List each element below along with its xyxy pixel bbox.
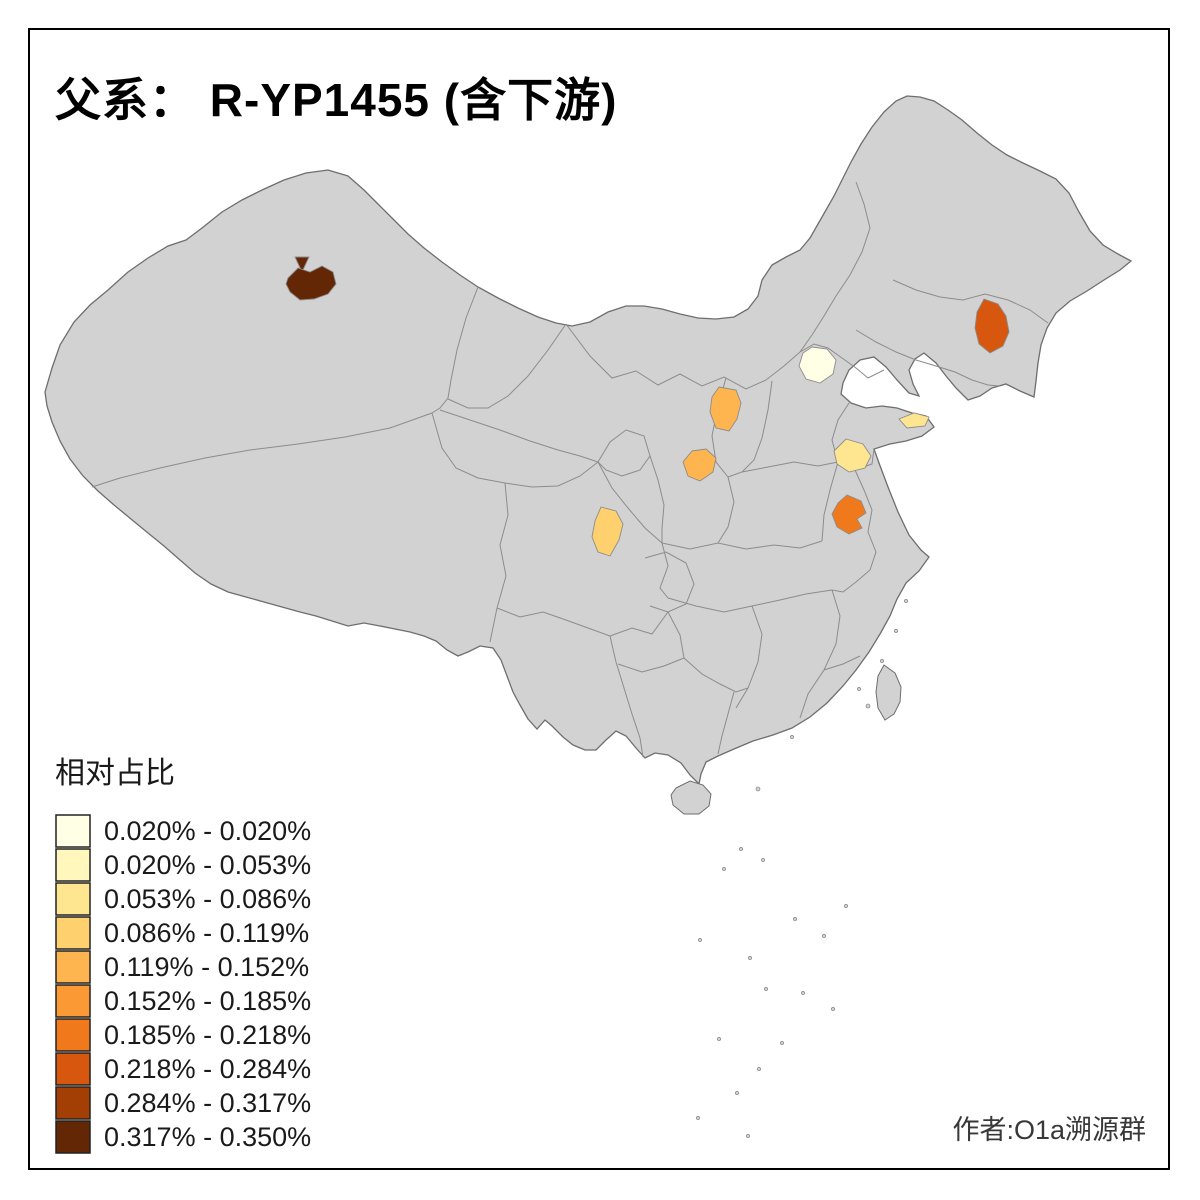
province-borders bbox=[91, 181, 1049, 758]
legend-swatch-color bbox=[55, 1086, 91, 1120]
legend-swatch-color bbox=[55, 848, 91, 882]
legend-swatch bbox=[55, 950, 91, 984]
china-mainland bbox=[44, 95, 1133, 786]
legend-swatch-color bbox=[55, 814, 91, 848]
legend-swatch bbox=[55, 814, 91, 848]
legend-row: 0.086% - 0.119% bbox=[55, 916, 311, 950]
legend-title: 相对占比 bbox=[55, 757, 175, 790]
legend-row: 0.218% - 0.284% bbox=[55, 1052, 311, 1086]
legend-label: 0.284% - 0.317% bbox=[104, 1087, 312, 1118]
region-shanxi-highlight bbox=[709, 386, 742, 432]
hainan-island bbox=[670, 780, 712, 815]
legend-swatch-color bbox=[55, 984, 91, 1018]
legend-label: 0.119% - 0.152% bbox=[104, 951, 310, 982]
region-xinjiang-highlight bbox=[285, 265, 337, 301]
legend-label: 0.053% - 0.086% bbox=[104, 883, 312, 914]
legend-row: 0.020% - 0.020% bbox=[55, 814, 311, 848]
legend-swatch bbox=[55, 848, 91, 882]
region-anhui-highlight bbox=[831, 494, 867, 535]
legend-swatch-color bbox=[55, 950, 91, 984]
legend-label: 0.317% - 0.350% bbox=[104, 1121, 312, 1152]
region-sichuan-highlight bbox=[591, 506, 624, 557]
legend-row: 0.020% - 0.053% bbox=[55, 848, 311, 882]
region-shandong-peninsula-highlight bbox=[898, 412, 930, 429]
legend-row: 0.284% - 0.317% bbox=[55, 1086, 311, 1120]
legend-swatch-color bbox=[55, 1052, 91, 1086]
legend-row: 0.152% - 0.185% bbox=[55, 984, 311, 1018]
region-jilin-highlight bbox=[974, 298, 1010, 354]
legend-row: 0.053% - 0.086% bbox=[55, 882, 311, 916]
taiwan-island bbox=[875, 664, 902, 721]
region-shaanxi-highlight bbox=[682, 448, 717, 482]
legend-swatch bbox=[55, 1018, 91, 1052]
legend-swatch bbox=[55, 1120, 91, 1154]
region-xinjiang-highlight-north bbox=[294, 256, 310, 274]
legend-swatch-color bbox=[55, 916, 91, 950]
legend-row: 0.119% - 0.152% bbox=[55, 950, 311, 984]
legend-label: 0.020% - 0.020% bbox=[104, 815, 312, 846]
legend-swatch bbox=[55, 916, 91, 950]
author-credit: 作者:O1a溯源群 bbox=[952, 1115, 1146, 1145]
region-beijing-highlight bbox=[798, 346, 837, 384]
legend-row: 0.185% - 0.218% bbox=[55, 1018, 311, 1052]
page-title: 父系： R-YP1455 (含下游) bbox=[55, 74, 618, 126]
legend-swatch bbox=[55, 882, 91, 916]
legend-swatch bbox=[55, 1052, 91, 1086]
legend-row: 0.317% - 0.350% bbox=[55, 1120, 311, 1154]
legend-label: 0.185% - 0.218% bbox=[104, 1019, 312, 1050]
south-china-sea-islands bbox=[696, 599, 908, 1138]
legend-swatch bbox=[55, 984, 91, 1018]
legend-label: 0.086% - 0.119% bbox=[104, 917, 310, 948]
legend-swatch-color bbox=[55, 1120, 91, 1154]
legend-label: 0.152% - 0.185% bbox=[104, 985, 312, 1016]
legend-swatch bbox=[55, 1086, 91, 1120]
region-shandong-highlight bbox=[833, 438, 872, 473]
legend-swatch-color bbox=[55, 882, 91, 916]
legend-swatch-color bbox=[55, 1018, 91, 1052]
legend-label: 0.020% - 0.053% bbox=[104, 849, 312, 880]
legend-label: 0.218% - 0.284% bbox=[104, 1053, 312, 1084]
legend: 相对占比 0.020% - 0.020% 0.020% - 0.053% 0.0… bbox=[55, 748, 311, 1154]
